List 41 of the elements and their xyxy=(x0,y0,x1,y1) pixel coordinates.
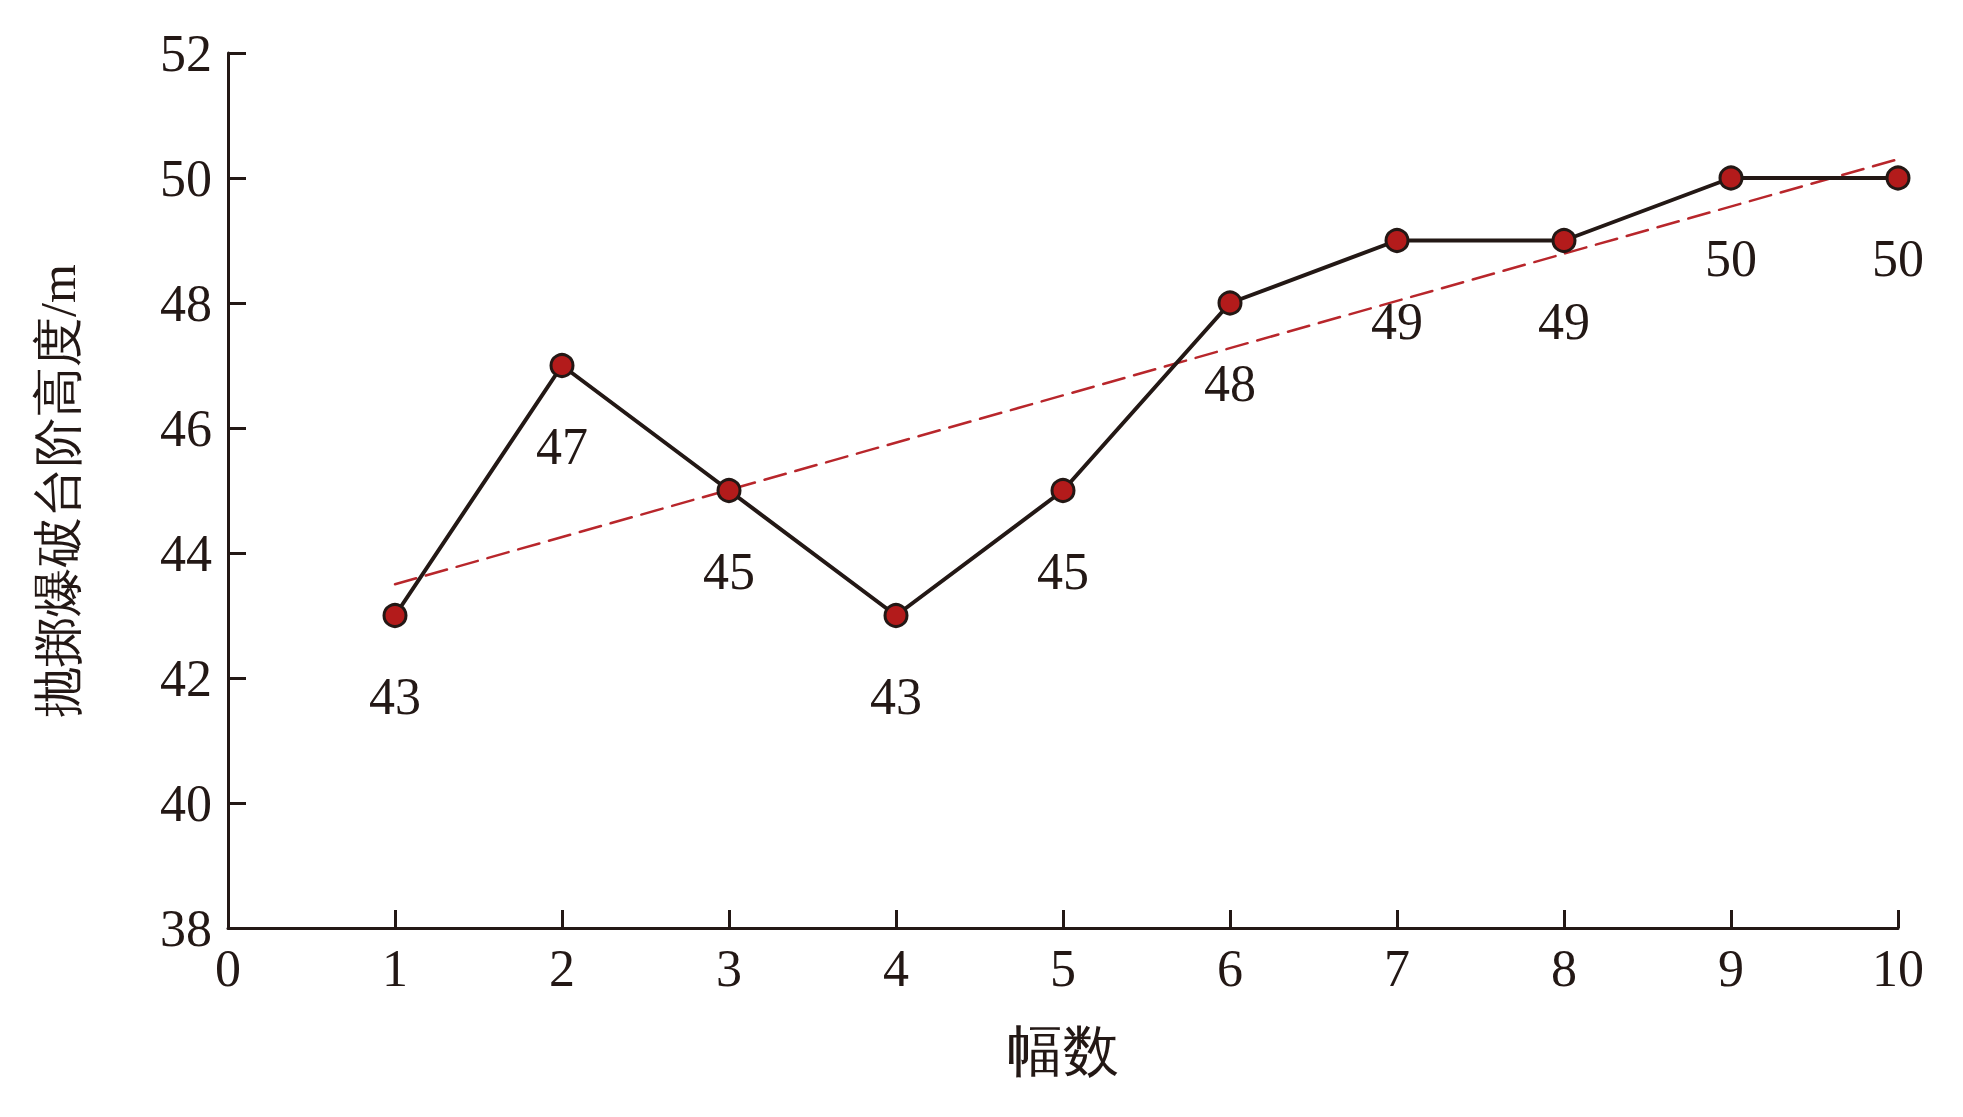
data-label: 45 xyxy=(1037,542,1089,600)
x-tick-label: 6 xyxy=(1217,939,1243,997)
y-tick-label: 46 xyxy=(160,399,212,457)
y-tick-label: 40 xyxy=(160,774,212,832)
x-tick-label: 3 xyxy=(716,939,742,997)
x-tick-label: 0 xyxy=(215,939,241,997)
x-tick-label: 9 xyxy=(1718,939,1744,997)
y-tick-label: 52 xyxy=(160,24,212,82)
x-tick-label: 7 xyxy=(1384,939,1410,997)
point xyxy=(1551,228,1577,253)
data-label: 43 xyxy=(369,667,421,725)
point xyxy=(549,353,575,378)
point xyxy=(1885,165,1911,191)
point xyxy=(382,603,408,628)
y-tick-label: 42 xyxy=(160,649,212,707)
point xyxy=(883,603,909,628)
y-tick-label: 48 xyxy=(160,274,212,332)
point xyxy=(1384,228,1410,253)
x-tick-label: 10 xyxy=(1872,939,1924,997)
x-tick-label: 8 xyxy=(1551,939,1577,997)
data-label: 50 xyxy=(1705,230,1757,287)
y-tick-label: 50 xyxy=(160,149,212,207)
x-tick-label: 5 xyxy=(1050,939,1076,997)
data-label: 50 xyxy=(1872,230,1924,287)
x-axis-title: 幅数 xyxy=(1007,1020,1119,1082)
point xyxy=(1050,478,1076,503)
x-tick-label: 2 xyxy=(549,939,575,997)
data-label: 43 xyxy=(870,667,922,725)
data-label: 48 xyxy=(1204,355,1256,412)
x-tick-label: 4 xyxy=(883,939,909,997)
data-label: 45 xyxy=(703,542,755,600)
point xyxy=(1217,290,1243,316)
data-label: 49 xyxy=(1538,292,1590,350)
y-tick-label: 38 xyxy=(160,899,212,957)
x-tick-label: 1 xyxy=(382,939,408,997)
y-axis-title: 抛掷爆破台阶高度/m xyxy=(30,264,86,717)
data-label: 47 xyxy=(536,417,588,475)
data-label: 49 xyxy=(1371,292,1423,350)
point xyxy=(716,478,742,503)
y-tick-label: 44 xyxy=(160,524,212,582)
point xyxy=(1718,165,1744,191)
